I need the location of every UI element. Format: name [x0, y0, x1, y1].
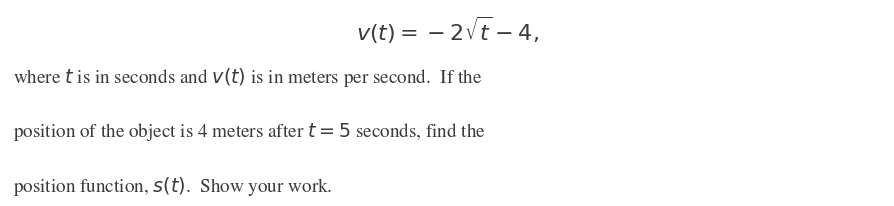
Text: position of the object is 4 meters after $t = 5$ seconds, find the: position of the object is 4 meters after…	[13, 121, 486, 143]
Text: $v(t) = -2\sqrt{t} - 4,$: $v(t) = -2\sqrt{t} - 4,$	[356, 14, 538, 46]
Text: where $t$ is in seconds and $v(t)$ is in meters per second.  If the: where $t$ is in seconds and $v(t)$ is in…	[13, 66, 483, 89]
Text: position function, $s(t)$.  Show your work.: position function, $s(t)$. Show your wor…	[13, 175, 333, 198]
